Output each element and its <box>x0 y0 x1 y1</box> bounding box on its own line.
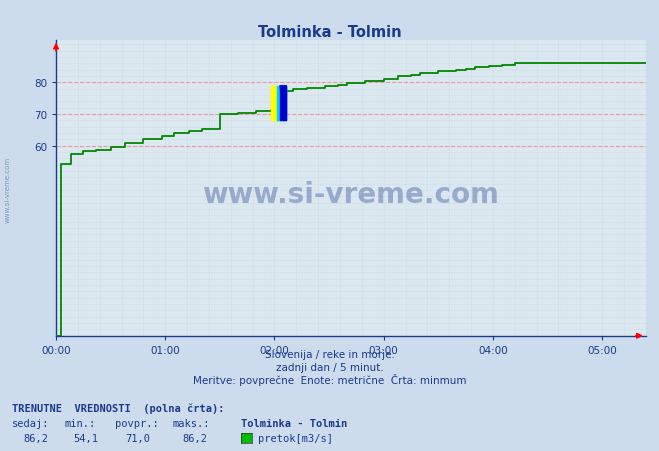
Text: pretok[m3/s]: pretok[m3/s] <box>258 433 333 443</box>
Text: povpr.:: povpr.: <box>115 419 159 428</box>
Text: Meritve: povprečne  Enote: metrične  Črta: minmum: Meritve: povprečne Enote: metrične Črta:… <box>192 373 467 386</box>
Polygon shape <box>277 87 287 121</box>
Text: sedaj:: sedaj: <box>12 419 49 428</box>
Text: Tolminka - Tolmin: Tolminka - Tolmin <box>258 25 401 40</box>
Polygon shape <box>280 87 287 121</box>
Text: www.si-vreme.com: www.si-vreme.com <box>5 156 11 222</box>
Polygon shape <box>271 87 280 121</box>
Text: 86,2: 86,2 <box>23 433 48 443</box>
Text: Tolminka - Tolmin: Tolminka - Tolmin <box>241 419 347 428</box>
Polygon shape <box>280 87 287 121</box>
Text: www.si-vreme.com: www.si-vreme.com <box>202 180 500 208</box>
Text: zadnji dan / 5 minut.: zadnji dan / 5 minut. <box>275 362 384 372</box>
Bar <box>277 87 286 121</box>
Text: 86,2: 86,2 <box>183 433 208 443</box>
Text: TRENUTNE  VREDNOSTI  (polna črta):: TRENUTNE VREDNOSTI (polna črta): <box>12 402 224 413</box>
Bar <box>271 87 280 121</box>
Text: 54,1: 54,1 <box>74 433 99 443</box>
Text: 71,0: 71,0 <box>125 433 150 443</box>
Text: Slovenija / reke in morje.: Slovenija / reke in morje. <box>264 350 395 359</box>
Text: min.:: min.: <box>65 419 96 428</box>
Text: maks.:: maks.: <box>173 419 210 428</box>
